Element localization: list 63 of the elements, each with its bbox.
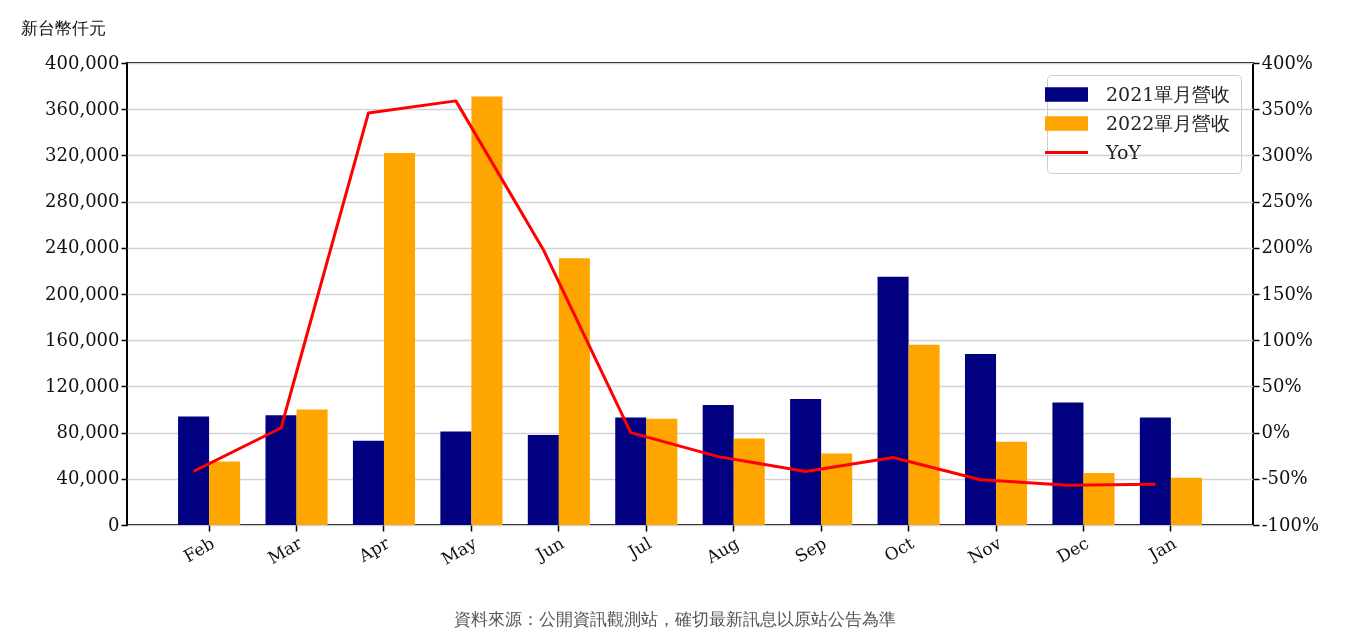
x-tick-label: Oct (880, 532, 918, 566)
y-tick-label: 360,000 (45, 97, 120, 119)
y-tick-label: 160,000 (45, 328, 120, 350)
x-tick-label: Mar (264, 532, 306, 569)
x-tick-label: May (437, 532, 481, 569)
y-tick-label: 120,000 (45, 374, 120, 396)
bar (1083, 473, 1115, 525)
y-tick-label: 320,000 (45, 143, 120, 165)
y-tick-label: 0 (108, 513, 120, 535)
bar (996, 441, 1028, 525)
y-tick-label: 200,000 (45, 282, 120, 304)
x-tick-label: Jul (622, 532, 655, 563)
bar (1052, 402, 1084, 525)
bar (440, 431, 472, 525)
bar (1139, 417, 1171, 525)
bar (265, 415, 297, 525)
y2-tick-label: 150% (1261, 282, 1313, 304)
bar (908, 344, 940, 525)
x-tick-label: Jan (1143, 532, 1180, 566)
y2-tick-label: 0% (1261, 421, 1291, 443)
y2-tick-label: 200% (1261, 236, 1313, 258)
legend-label: 2021單月營收 (1106, 82, 1231, 105)
bar (877, 276, 909, 525)
y2-tick-label: 50% (1261, 374, 1302, 396)
source-note: 資料來源：公開資訊觀測站，確切最新訊息以原站公告為準 (454, 609, 896, 629)
bar (178, 416, 210, 525)
bar (471, 96, 503, 525)
bar (790, 399, 822, 525)
bar (1170, 477, 1202, 525)
bar (558, 258, 590, 525)
bar (352, 440, 384, 525)
bar (821, 453, 853, 525)
x-tick-label: Feb (180, 532, 218, 567)
bar (646, 418, 678, 525)
y2-tick-label: 250% (1261, 190, 1313, 212)
bar (964, 354, 997, 525)
bar (296, 409, 328, 525)
y-axis-title: 新台幣仟元 (20, 17, 106, 38)
y-tick-label: 400,000 (45, 51, 120, 73)
x-tick-label: Nov (964, 532, 1005, 568)
bar (615, 417, 647, 525)
bar (209, 461, 241, 525)
x-tick-label: Dec (1053, 532, 1092, 567)
x-tick-label: Apr (354, 532, 394, 567)
y-tick-label: 40,000 (56, 467, 120, 489)
bar (527, 434, 559, 525)
y2-tick-label: -100% (1261, 513, 1320, 535)
legend-label: 2022單月營收 (1106, 111, 1231, 134)
y2-tick-label: 350% (1261, 97, 1313, 119)
bar (733, 438, 765, 525)
y2-tick-label: 400% (1261, 51, 1313, 73)
y2-tick-label: -50% (1261, 467, 1308, 489)
x-tick-label: Aug (701, 532, 743, 568)
y2-tick-label: 100% (1261, 328, 1313, 350)
x-tick-label: Sep (791, 532, 830, 567)
y-tick-label: 240,000 (45, 236, 120, 258)
x-tick-label: Jun (530, 532, 568, 566)
y-tick-label: 80,000 (56, 421, 120, 443)
bar (702, 404, 734, 525)
legend-label: YoY (1105, 140, 1142, 163)
bar (383, 153, 416, 525)
y2-tick-label: 300% (1261, 143, 1313, 165)
y-tick-label: 280,000 (45, 190, 120, 212)
